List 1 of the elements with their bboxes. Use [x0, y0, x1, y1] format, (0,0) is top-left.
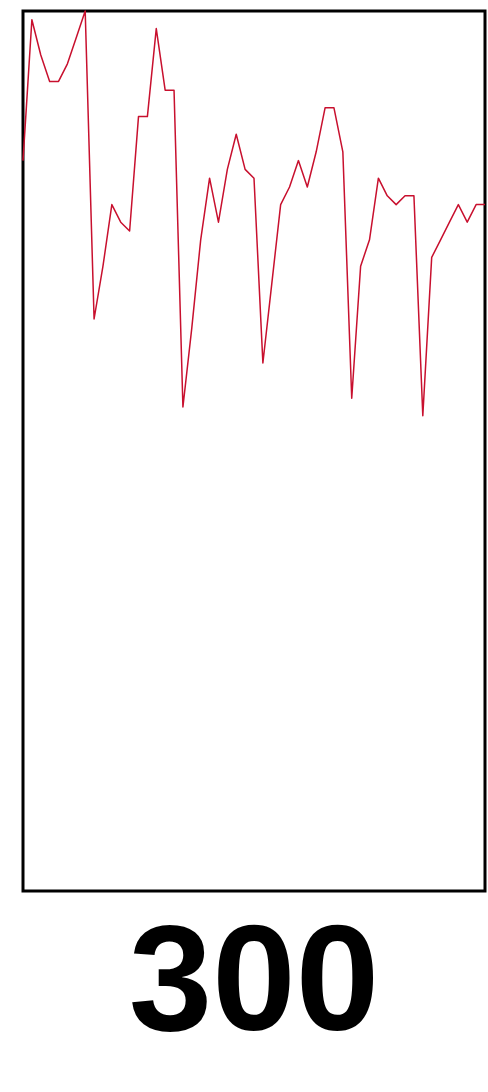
- text: 300: [128, 894, 380, 1062]
